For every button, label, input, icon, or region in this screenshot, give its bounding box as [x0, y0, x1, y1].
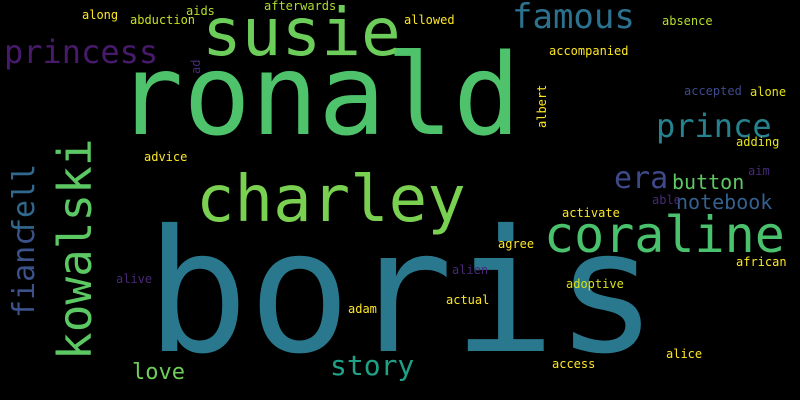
word-adoptive: adoptive — [566, 277, 624, 291]
word-alice: alice — [666, 347, 703, 361]
word-kowalski: kowalski — [48, 138, 102, 360]
word-susie: susie — [202, 0, 401, 71]
word-able: able — [652, 193, 681, 207]
word-absence: absence — [662, 14, 713, 28]
word-coraline: coraline — [544, 206, 785, 264]
word-albert: albert — [535, 84, 549, 128]
word-actual: actual — [446, 293, 490, 307]
word-famous: famous — [512, 0, 635, 37]
word-abduction: abduction — [130, 13, 196, 27]
word-allowed: allowed — [404, 13, 455, 27]
word-love: love — [132, 360, 185, 385]
word-african: african — [736, 255, 787, 269]
word-afterwards: afterwards — [264, 0, 337, 13]
word-along: along — [82, 8, 119, 22]
word-alone: alone — [750, 85, 787, 99]
word-adam: adam — [348, 302, 377, 316]
word-fell: fell — [7, 163, 42, 236]
word-boris: boris — [146, 194, 658, 392]
word-adding: adding — [736, 135, 780, 149]
word-aim: aim — [748, 164, 770, 178]
word-ad: ad — [189, 59, 203, 74]
word-charley: charley — [196, 163, 466, 237]
word-aids: aids — [186, 4, 215, 18]
word-prince: prince — [656, 107, 772, 145]
word-alive: alive — [116, 272, 153, 286]
word-fianc: fianc — [7, 227, 42, 318]
word-accepted: accepted — [684, 84, 742, 98]
word-alien: alien — [452, 263, 489, 277]
word-button: button — [672, 170, 745, 194]
word-activate: activate — [562, 206, 620, 220]
word-access: access — [552, 357, 596, 371]
word-story: story — [330, 349, 415, 382]
word-agree: agree — [498, 237, 535, 251]
word-notebook: notebook — [676, 190, 773, 214]
word-ronald: ronald — [116, 31, 521, 161]
word-princess: princess — [4, 33, 159, 71]
word-era: era — [614, 161, 669, 196]
word-advice: advice — [144, 150, 188, 164]
word-accompanied: accompanied — [549, 44, 629, 58]
